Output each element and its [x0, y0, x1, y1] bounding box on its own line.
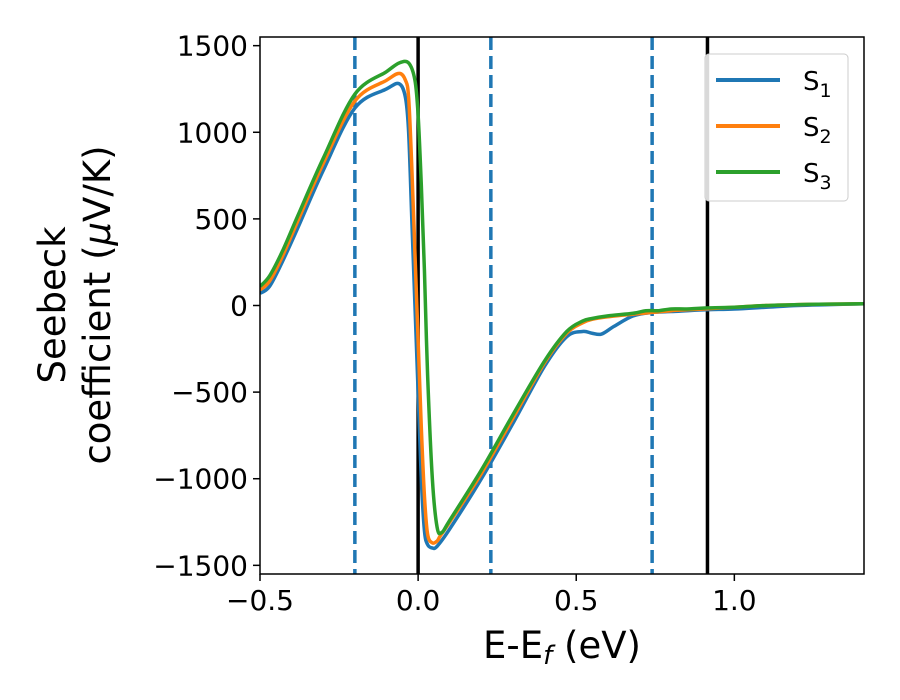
y-axis-label: Seebeck coefficient (μV/K)	[31, 145, 119, 464]
x-tick-label: 1.0	[712, 584, 757, 617]
x-tick-label: 0.5	[554, 584, 599, 617]
legend-label-3: S3	[803, 159, 832, 194]
y-tick-label: 1000	[177, 116, 248, 149]
y-tick-label: 0	[230, 290, 248, 323]
legend-label-1: S1	[803, 67, 832, 102]
y-tick-label: −500	[171, 376, 248, 409]
y-tick-label: 500	[195, 203, 248, 236]
y-tick-label: −1000	[153, 463, 248, 496]
x-tick-label: −0.5	[226, 584, 294, 617]
svg-text:coefficient (μV/K): coefficient (μV/K)	[76, 145, 119, 464]
svg-text:Seebeck: Seebeck	[31, 226, 74, 384]
x-axis: −0.5 0.0 0.5 1.0	[226, 574, 757, 617]
legend: S1 S2 S3	[704, 53, 849, 202]
y-tick-label: −1500	[153, 549, 248, 582]
y-axis: −1500 −1000 −500 0 500 1000 1500	[153, 30, 260, 582]
y-tick-label: 1500	[177, 30, 248, 63]
series-lines	[260, 59, 864, 551]
x-tick-label: 0.0	[396, 584, 441, 617]
x-axis-label: E-Ef (eV)	[483, 624, 641, 671]
series-line-3	[260, 59, 864, 536]
legend-label-2: S2	[803, 113, 832, 148]
